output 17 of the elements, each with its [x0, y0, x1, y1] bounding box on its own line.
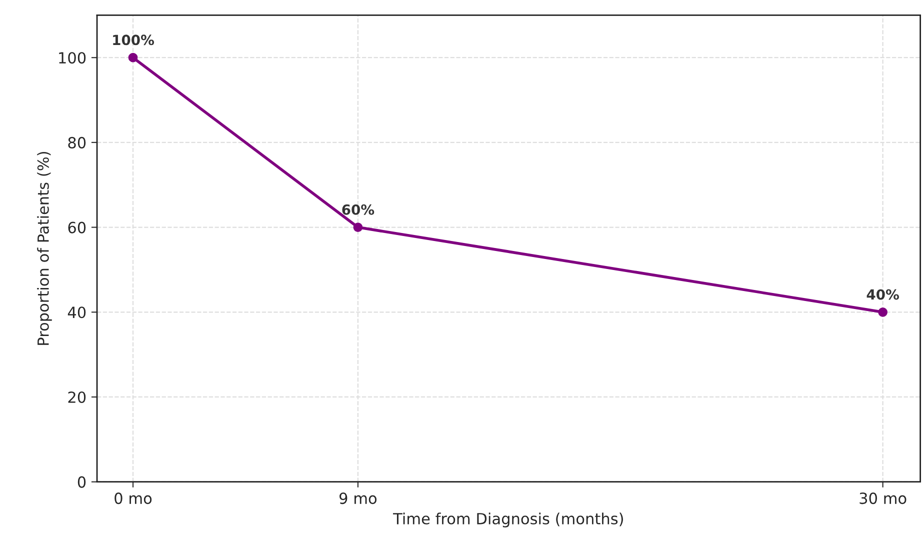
y-tick-label: 20: [68, 391, 86, 404]
data-label: 60%: [342, 204, 374, 215]
point: [878, 307, 888, 317]
x-tick-label: 0 mo: [114, 492, 152, 504]
x-tick-label: 9 mo: [340, 492, 377, 504]
y-tick-label: 0: [78, 476, 86, 488]
y-axis-title: Proportion of Patients (%): [37, 152, 52, 345]
y-tick-label: 40: [68, 306, 86, 318]
data-label: 100%: [113, 34, 154, 46]
y-tick-label: 100: [59, 52, 86, 64]
data-label: 40%: [866, 289, 899, 300]
point: [353, 222, 363, 232]
y-tick-label: 60: [68, 222, 86, 234]
point: [128, 52, 138, 62]
x-axis-title: Time from Diagnosis (months): [393, 512, 623, 528]
y-tick-label: 80: [68, 136, 86, 148]
x-tick-label: 30 mo: [860, 492, 906, 504]
